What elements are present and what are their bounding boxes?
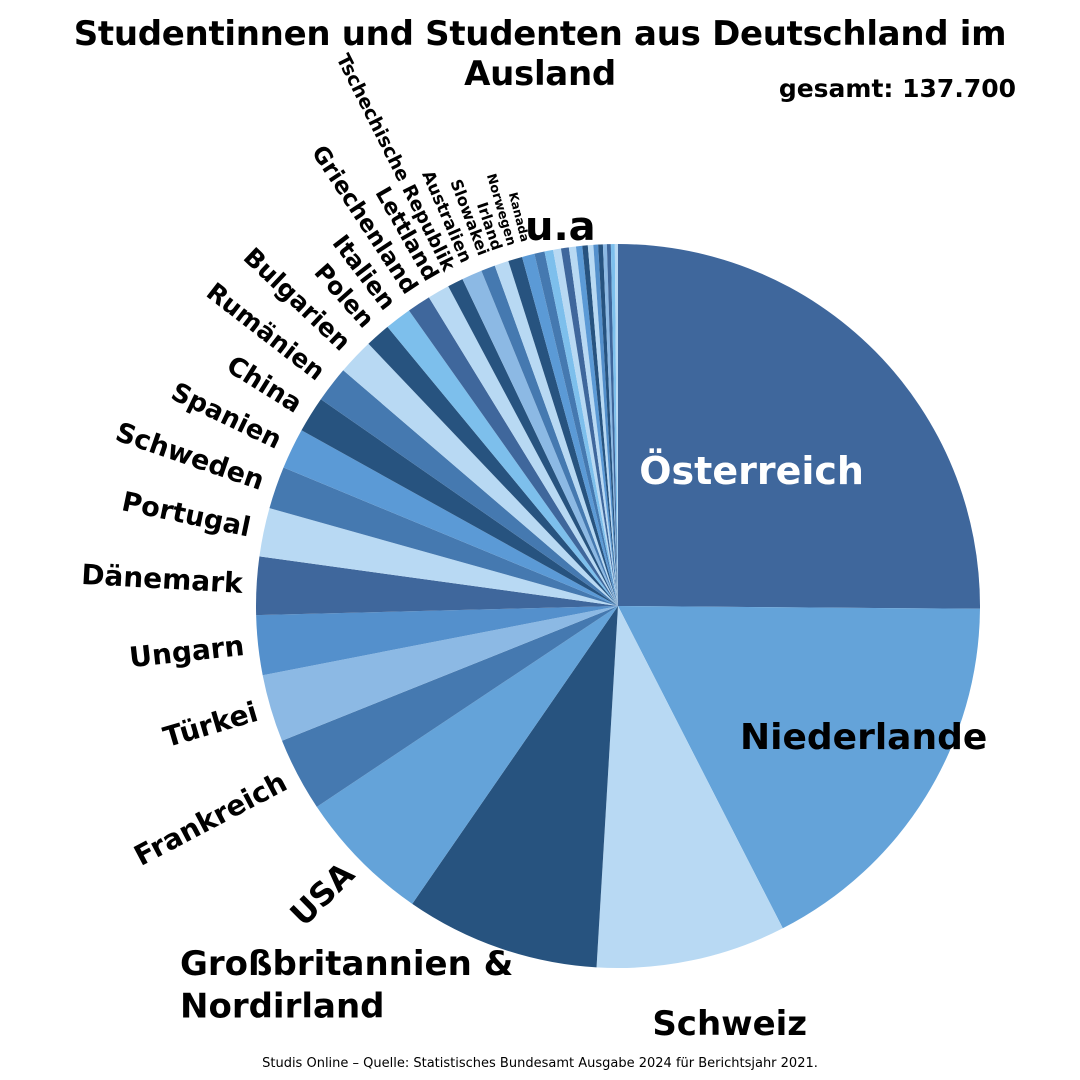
slice-label: Ungarn (128, 629, 246, 674)
pie-slice (582, 245, 618, 606)
pie-slice (544, 249, 618, 606)
slice-label: Portugal (119, 486, 253, 543)
pie-slice (256, 556, 618, 616)
pie-slice (481, 265, 618, 606)
slice-label: Schweiz (652, 1004, 807, 1044)
pie-slice (282, 606, 618, 807)
pie-slice (494, 261, 618, 606)
pie-slice (508, 256, 618, 606)
pie-slice (606, 244, 618, 606)
pie-slice (462, 270, 618, 606)
slice-label: USA (283, 855, 362, 934)
pie-slice (598, 244, 618, 606)
pie-slice (343, 343, 618, 606)
pie-slice (269, 467, 618, 606)
pie-slice (522, 253, 618, 606)
slice-label: Dänemark (80, 558, 245, 600)
pie-slice (593, 244, 618, 606)
pie-slices (256, 244, 980, 968)
pie-slice (320, 370, 618, 606)
pie-slice (560, 247, 618, 606)
others-label: u.a (525, 204, 596, 250)
pie-slice (618, 244, 980, 609)
pie-slice (428, 286, 618, 606)
pie-slice (368, 326, 618, 606)
pie-slice (575, 245, 618, 606)
pie-slice (256, 606, 618, 676)
source-note: Studis Online – Quelle: Statistisches Bu… (262, 1056, 818, 1071)
pie-slice (596, 606, 783, 968)
pie-slice (412, 606, 618, 968)
pie-slice (568, 246, 618, 606)
chart-title: Studentinnen und Studenten aus Deutschla… (73, 14, 1007, 94)
slice-label: Niederlande (740, 717, 987, 758)
pie-slice (387, 310, 618, 606)
pie-slice (587, 244, 618, 606)
slice-label: Großbritannien & Nordirland (180, 944, 513, 1027)
pie-slice (534, 251, 618, 606)
pie-slice (262, 606, 618, 741)
pie-slice (316, 606, 618, 904)
pie-slice (553, 248, 618, 606)
slice-label: Frankreich (129, 765, 293, 872)
pie-slice (618, 606, 980, 929)
slice-label: Türkei (160, 695, 262, 754)
chart-total: gesamt: 137.700 (778, 74, 1016, 103)
pie-slice (283, 430, 618, 606)
pie-slice (602, 244, 618, 606)
pie-slice (610, 244, 618, 607)
pie-slice (301, 399, 618, 606)
pie-slice (408, 297, 618, 606)
pie-slice (614, 244, 618, 606)
pie-slice (259, 508, 618, 606)
slice-label: Österreich (639, 449, 864, 493)
pie-slice (448, 279, 618, 606)
